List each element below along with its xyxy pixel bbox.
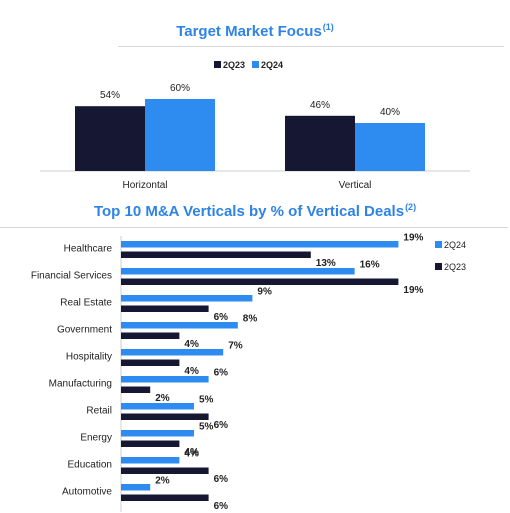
legend-label: 2Q23 <box>223 60 245 70</box>
bar-2q24-vertical <box>355 123 425 171</box>
data-label: 40% <box>380 107 400 118</box>
data-label: 6% <box>214 420 229 431</box>
data-label: 6% <box>214 501 229 512</box>
bar-2q24-energy <box>121 430 194 437</box>
chart-title-top-verticals: Top 10 M&A Verticals by % of Vertical De… <box>0 202 510 220</box>
data-label: 16% <box>360 260 380 271</box>
category-label: Healthcare <box>64 244 113 255</box>
data-label: 7% <box>228 341 243 352</box>
bar-2q24-hospitality <box>121 349 224 356</box>
bar-2q24-government <box>121 322 238 329</box>
data-label: 8% <box>243 314 258 325</box>
category-label: Government <box>57 325 112 336</box>
category-label: Automotive <box>62 487 112 498</box>
bar-2q23-government <box>121 332 180 339</box>
bar-2q24-manufacturing <box>121 376 209 383</box>
bar-2q23-hospitality <box>121 359 180 366</box>
bar-2q23-energy <box>121 440 180 447</box>
bar-2q24-real-estate <box>121 295 253 302</box>
legend-label: 2Q24 <box>444 240 466 250</box>
bar-2q24-retail <box>121 403 194 410</box>
bar-2q24-education <box>121 457 180 464</box>
chart-title-text: Target Market Focus <box>176 23 322 40</box>
bar-2q23-automotive <box>121 494 209 501</box>
bar-2q24-healthcare <box>121 241 399 248</box>
data-label: 9% <box>257 287 272 298</box>
bar-2q23-manufacturing <box>121 386 151 393</box>
bar-2q23-healthcare <box>121 251 311 258</box>
category-label: Vertical <box>339 180 372 191</box>
legend-label: 2Q24 <box>261 60 283 70</box>
data-label: 4% <box>184 366 199 377</box>
title-divider <box>0 227 508 228</box>
legend-swatch-2q23 <box>435 263 442 270</box>
data-label: 4% <box>184 449 199 460</box>
data-label: 54% <box>100 90 120 101</box>
chart-title-footnote: (2) <box>405 202 417 212</box>
category-label: Hospitality <box>66 352 112 363</box>
legend-swatch-2q24 <box>252 61 259 68</box>
data-label: 5% <box>199 422 214 433</box>
bar-2q24-automotive <box>121 484 151 491</box>
data-label: 46% <box>310 100 330 111</box>
category-label: Real Estate <box>60 298 112 309</box>
category-label: Manufacturing <box>49 379 112 390</box>
bar-2q24-horizontal <box>145 99 215 171</box>
data-label: 6% <box>214 368 229 379</box>
category-label: Financial Services <box>31 271 112 282</box>
bar-2q23-real-estate <box>121 305 209 312</box>
bar-2q23-financial-services <box>121 278 399 285</box>
category-label: Horizontal <box>122 180 167 191</box>
title-divider <box>118 46 504 47</box>
chart-title-text: Top 10 M&A Verticals by % of Vertical De… <box>93 203 405 220</box>
data-label: 6% <box>214 312 229 323</box>
legend-swatch-2q24 <box>435 241 442 248</box>
legend-swatch-2q23 <box>214 61 221 68</box>
category-label: Education <box>68 460 112 471</box>
data-label: 13% <box>316 258 336 269</box>
data-label: 2% <box>155 393 170 404</box>
data-label: 4% <box>184 339 199 350</box>
data-label: 6% <box>214 474 229 485</box>
category-label: Energy <box>80 433 112 444</box>
data-label: 2% <box>155 476 170 487</box>
data-label: 19% <box>403 233 423 244</box>
bar-2q24-financial-services <box>121 268 355 275</box>
data-label: 19% <box>403 285 423 296</box>
legend-label: 2Q23 <box>444 262 466 272</box>
chart-title-footnote: (1) <box>322 22 334 32</box>
category-label: Retail <box>86 406 112 417</box>
bar-2q23-education <box>121 467 209 474</box>
data-label: 5% <box>199 395 214 406</box>
data-label: 4% <box>184 447 199 458</box>
bar-2q23-vertical <box>285 115 355 171</box>
data-label: 60% <box>170 83 190 94</box>
bar-2q23-retail <box>121 413 209 420</box>
chart-title-target-market-focus: Target Market Focus(1) <box>0 22 510 40</box>
bar-2q23-horizontal <box>75 106 145 171</box>
